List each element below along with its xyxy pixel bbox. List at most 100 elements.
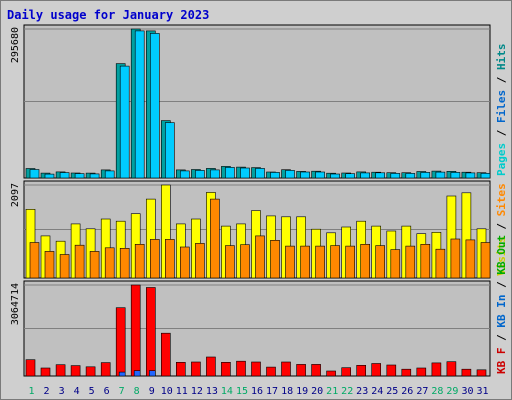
bar-sites (29, 242, 40, 279)
bar-files (300, 171, 310, 179)
x-tick-label: 23 (356, 386, 368, 397)
x-tick-label: 7 (119, 386, 125, 397)
x-tick-label: 13 (206, 386, 218, 397)
x-tick-label: 21 (326, 386, 338, 397)
x-tick-label: 22 (341, 386, 353, 397)
bar-files (360, 172, 371, 179)
legend-entry: Files (495, 90, 508, 123)
bar-files (89, 173, 100, 179)
legend: Pages / Files / Hits (495, 44, 508, 177)
bar-kb-f (251, 361, 261, 377)
bar-sites (255, 235, 265, 279)
x-tick-label: 5 (89, 386, 95, 397)
bar-sites (405, 245, 416, 279)
bar-kb-f (85, 366, 96, 377)
x-tick-label: 6 (104, 386, 110, 397)
bar-sites (180, 246, 190, 279)
bar-kb-f (236, 360, 246, 377)
bar-kb-f (206, 356, 216, 377)
x-tick-label: 1 (28, 386, 34, 397)
bar-kb-f (115, 307, 126, 377)
x-tick-label: 24 (371, 386, 383, 397)
bar-kb-f (431, 362, 442, 377)
bar-kb-f (416, 367, 427, 377)
bar-kb-f (371, 363, 382, 377)
x-tick-label: 31 (476, 386, 488, 397)
bar-kb-f (476, 369, 487, 377)
bar-kb-f (446, 361, 457, 377)
bar-sites (450, 238, 461, 279)
bar-kb-f (100, 362, 111, 377)
bar-kb-f (176, 361, 186, 377)
bar-files (435, 171, 446, 179)
bar-sites (375, 245, 386, 279)
bar-sites (119, 248, 130, 279)
x-tick-label: 20 (311, 386, 323, 397)
bar-kb-f (296, 364, 306, 377)
bar-kb-f (266, 366, 276, 377)
bar-kb-in (149, 370, 156, 377)
bar-sites (104, 247, 115, 279)
bar-kb-f (221, 361, 231, 377)
bar-kb-in (118, 371, 126, 377)
bar-files (225, 167, 235, 179)
x-tick-label: 10 (161, 386, 173, 397)
bar-sites (210, 198, 220, 279)
bar-files (240, 167, 250, 179)
legend-entry: Pages (495, 143, 508, 176)
bar-kb-f (146, 287, 156, 377)
bar-files (285, 170, 295, 179)
x-tick-label: 3 (59, 386, 65, 397)
bar-sites (240, 244, 250, 279)
bar-files (255, 168, 265, 179)
bar-sites (44, 251, 55, 279)
x-tick-label: 18 (281, 386, 293, 397)
bar-files (180, 170, 190, 179)
bar-kb-f (70, 365, 81, 377)
x-tick-label: 19 (296, 386, 308, 397)
bar-files (450, 172, 461, 179)
bar-sites (360, 244, 371, 279)
bar-sites (315, 245, 325, 279)
bar-files (405, 173, 416, 179)
bar-files (195, 170, 205, 179)
y-max-label: 295680 (10, 27, 21, 63)
x-tick-label: 29 (446, 386, 458, 397)
bar-files (29, 169, 40, 179)
legend-entry: KB In (495, 295, 508, 328)
x-tick-label: 9 (149, 386, 155, 397)
x-tick-label: 25 (386, 386, 398, 397)
x-tick-label: 15 (236, 386, 248, 397)
bar-sites (195, 243, 205, 279)
bar-kb-f (191, 361, 201, 377)
bar-files (270, 172, 280, 179)
bar-files (390, 173, 401, 179)
bar-sites (59, 254, 70, 279)
bar-kb-f (40, 367, 51, 377)
bar-files (150, 33, 160, 179)
bar-sites (225, 245, 235, 279)
bar-sites (270, 240, 280, 279)
x-tick-label: 4 (74, 386, 80, 397)
bar-files (59, 172, 70, 179)
bar-files (465, 172, 476, 179)
bar-sites (300, 245, 310, 279)
bar-sites (165, 239, 175, 279)
bar-sites (74, 244, 85, 279)
bar-sites (345, 245, 356, 279)
bar-files (134, 30, 145, 179)
bar-kb-f (161, 332, 171, 377)
bar-sites (435, 248, 446, 279)
bar-files (345, 173, 356, 179)
bar-files (210, 169, 220, 179)
bar-files (165, 122, 175, 179)
legend: Visits / Sites (495, 183, 508, 276)
bar-kb-f (386, 364, 397, 377)
legend-separator: / (495, 275, 508, 295)
legend-separator: / (495, 216, 508, 236)
bar-files (44, 173, 55, 179)
bar-kb-f (281, 361, 291, 377)
x-tick-label: 27 (416, 386, 428, 397)
x-tick-label: 17 (266, 386, 278, 397)
